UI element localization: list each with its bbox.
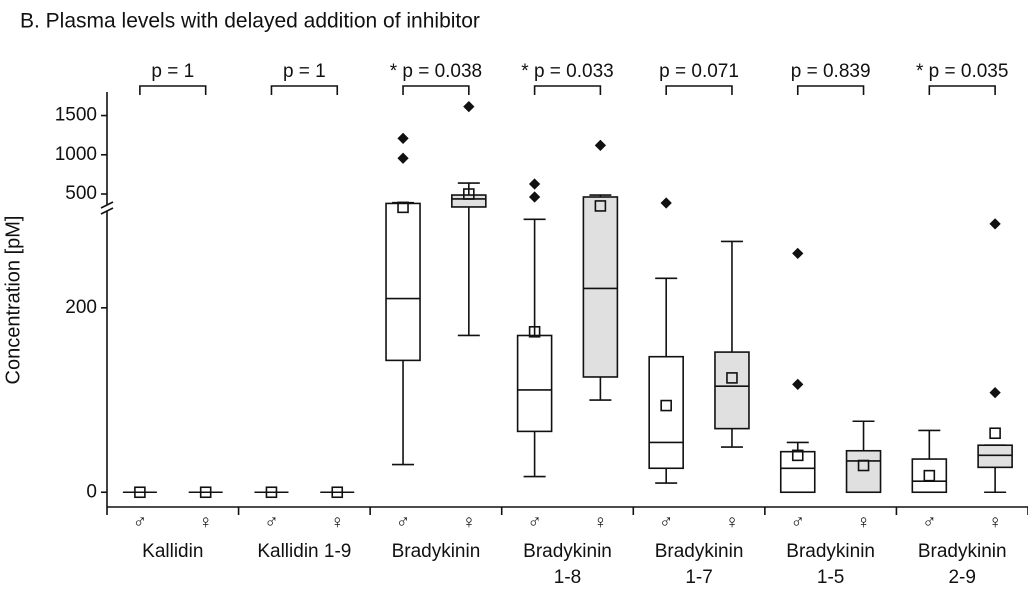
group-label: 1-7 — [685, 567, 712, 588]
outlier — [528, 191, 541, 203]
chart-title: B. Plasma levels with delayed addition o… — [20, 10, 480, 33]
outlier — [397, 152, 409, 164]
group-label: Bradykinin — [655, 541, 744, 562]
group-label: Kallidin — [142, 541, 203, 562]
group-label: 1-8 — [554, 567, 581, 588]
axis-break — [100, 201, 114, 209]
box — [845, 449, 882, 494]
outlier — [397, 132, 409, 145]
significance-bracket — [665, 85, 733, 95]
box — [451, 194, 487, 208]
mean-marker — [265, 486, 278, 499]
x-tick-label: ♂ — [396, 512, 410, 533]
y-tick-label: 1500 — [55, 105, 97, 126]
outlier — [792, 247, 804, 260]
axis-break — [100, 207, 114, 215]
x-tick-label: ♀ — [330, 512, 344, 533]
x-tick-label: ♀ — [462, 512, 476, 533]
x-tick-label: ♀ — [199, 512, 213, 533]
group-label: Bradykinin — [523, 541, 612, 562]
x-tick-label: ♀ — [725, 512, 739, 533]
significance-bracket — [139, 85, 207, 95]
significance-bracket — [928, 85, 996, 95]
group-label: 2-9 — [948, 567, 975, 588]
outlier — [792, 378, 804, 390]
x-tick-label: ♂ — [133, 512, 147, 533]
y-tick-label: 500 — [65, 183, 97, 204]
y-tick-label: 1000 — [55, 144, 97, 165]
x-tick-label: ♂ — [527, 512, 541, 533]
outlier — [660, 197, 672, 209]
mean-marker — [199, 486, 212, 499]
y-tick-label: 0 — [86, 481, 97, 502]
p-value: * p = 0.033 — [521, 61, 613, 82]
p-value: p = 0.071 — [659, 61, 739, 82]
outlier — [594, 139, 607, 151]
group-label: Bradykinin — [918, 541, 1007, 562]
significance-bracket — [533, 85, 602, 95]
significance-bracket — [796, 85, 865, 95]
mean-marker — [726, 372, 738, 384]
mean-marker — [594, 200, 607, 212]
box — [911, 458, 948, 494]
group-label: Bradykinin — [786, 541, 875, 562]
outlier — [989, 387, 1001, 399]
x-tick-label: ♂ — [791, 512, 805, 533]
p-value: * p = 0.035 — [916, 61, 1008, 82]
p-value: p = 0.839 — [791, 61, 871, 82]
y-tick-label: 200 — [65, 297, 97, 318]
significance-bracket — [402, 85, 470, 95]
box — [582, 196, 619, 378]
group-label: Bradykinin — [392, 541, 481, 562]
p-value: * p = 0.038 — [390, 61, 482, 82]
x-tick-label: ♂ — [264, 512, 278, 533]
mean-marker — [791, 449, 804, 462]
significance-bracket — [270, 85, 339, 95]
box — [977, 444, 1013, 469]
mean-marker — [989, 427, 1001, 440]
outlier — [989, 218, 1001, 230]
mean-marker — [134, 486, 146, 499]
mean-marker — [463, 188, 475, 200]
group-label: Kallidin 1-9 — [257, 541, 351, 562]
mean-marker — [923, 469, 936, 482]
box — [648, 355, 684, 470]
box — [385, 202, 421, 362]
x-tick-label: ♂ — [659, 512, 673, 533]
x-tick-label: ♀ — [593, 512, 607, 533]
outlier — [463, 100, 475, 113]
mean-marker — [857, 459, 870, 472]
p-value: p = 1 — [283, 61, 326, 82]
mean-marker — [660, 399, 672, 412]
outlier — [528, 178, 541, 190]
mean-marker — [528, 325, 541, 338]
mean-marker — [397, 201, 409, 214]
y-axis-label: Concentration [pM] — [2, 216, 24, 385]
x-tick-label: ♀ — [988, 512, 1002, 533]
group-label: 1-5 — [817, 567, 844, 588]
box — [714, 351, 750, 430]
box — [779, 450, 816, 494]
mean-marker — [331, 486, 344, 499]
box — [516, 334, 553, 433]
x-tick-label: ♂ — [922, 512, 936, 533]
p-value: p = 1 — [151, 61, 194, 82]
x-tick-label: ♀ — [856, 512, 870, 533]
